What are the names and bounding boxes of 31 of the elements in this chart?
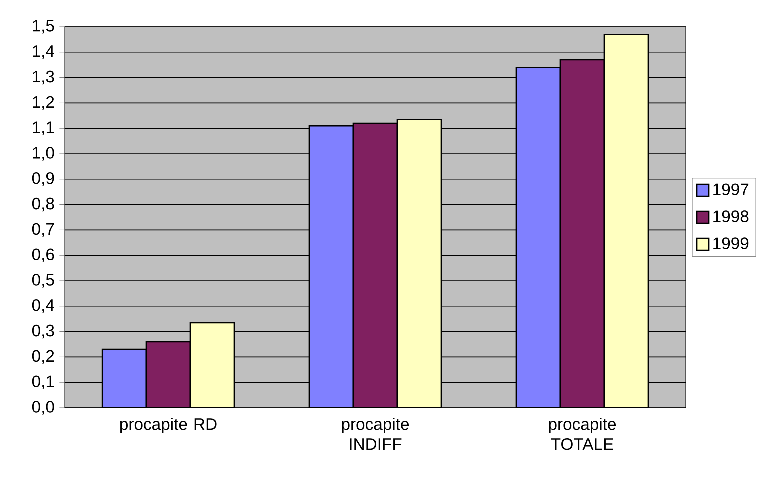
- bar: [190, 322, 236, 408]
- y-tick-label: 1,5: [33, 20, 54, 34]
- y-tick-label: 0,9: [32, 172, 54, 186]
- bar: [308, 125, 354, 408]
- y-tick-label: 0,4: [32, 300, 54, 314]
- legend-label: 1998: [714, 210, 749, 222]
- y-tick-label: 0,8: [32, 198, 54, 212]
- bar: [352, 122, 398, 408]
- y-tick-label: 0,7: [32, 223, 54, 238]
- legend-label: 1997: [714, 184, 749, 196]
- legend-label: 1999: [714, 238, 749, 250]
- y-tick-label: 1,0: [33, 147, 54, 161]
- bar: [560, 59, 606, 408]
- bar: [102, 348, 148, 408]
- y-tick-label: 1,3: [33, 70, 54, 85]
- y-tick-label: 0,1: [32, 376, 54, 390]
- x-tick-label: procapite RD: [120, 418, 217, 434]
- y-tick-label: 0,2: [32, 350, 54, 364]
- bar: [396, 119, 442, 408]
- y-tick-label: 1,4: [33, 46, 54, 60]
- bar: [146, 341, 192, 408]
- y-tick-label: 0,5: [32, 274, 54, 288]
- x-tick-label: procapite TOTALE: [549, 418, 616, 450]
- x-tick-label: procapite INDIFF: [342, 418, 410, 450]
- bar: [516, 66, 562, 408]
- y-tick-label: 0,3: [32, 324, 54, 339]
- y-tick-label: 1,2: [33, 96, 54, 110]
- y-tick-label: 0,6: [32, 248, 54, 262]
- bar: [604, 34, 650, 408]
- y-tick-label: 0,0: [32, 401, 54, 415]
- y-tick-label: 1,1: [33, 122, 54, 136]
